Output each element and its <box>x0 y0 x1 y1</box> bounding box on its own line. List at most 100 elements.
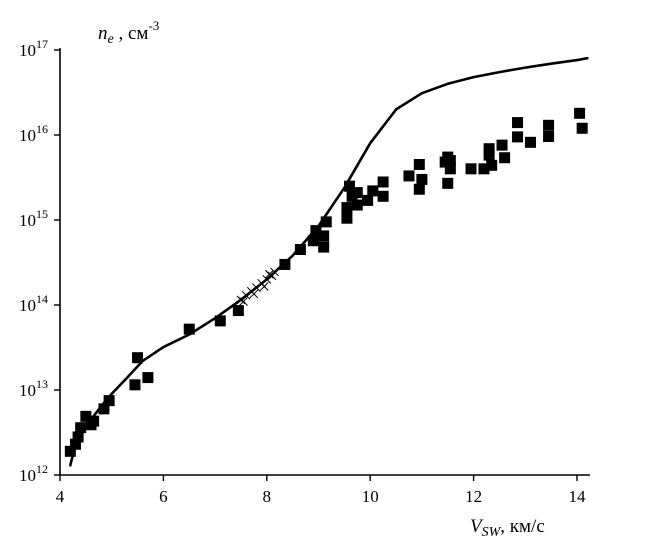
square-point <box>543 131 555 143</box>
model-curve-group <box>69 56 589 467</box>
y-tick-label-exp: 17 <box>36 37 48 51</box>
square-point <box>129 379 141 391</box>
square-point <box>403 170 415 182</box>
square-point <box>70 438 82 450</box>
square-point <box>320 216 332 228</box>
square-point <box>478 163 490 175</box>
y-axis-title-exp: -3 <box>148 18 159 33</box>
y-tick-label: 1016 <box>19 122 48 145</box>
x-ticks: 4 6 8 10 12 14 <box>56 475 586 506</box>
y-axis-title-unit: , см <box>114 23 149 44</box>
square-point <box>351 187 363 199</box>
square-point <box>310 225 322 237</box>
square-point <box>377 190 389 202</box>
square-point <box>351 199 363 211</box>
square-point <box>362 194 374 206</box>
cross-points-group <box>236 267 279 306</box>
y-axis-title: ne , см-3 <box>98 18 159 47</box>
x-tick-label: 8 <box>263 487 272 506</box>
x-tick-label: 4 <box>56 487 65 506</box>
x-tick-label: 14 <box>569 487 587 506</box>
square-point <box>214 315 226 327</box>
y-tick-label: 1015 <box>19 207 48 230</box>
square-point <box>279 258 291 270</box>
square-point <box>341 202 353 214</box>
square-point <box>341 212 353 224</box>
y-tick-label-exp: 14 <box>36 292 48 306</box>
square-point <box>88 415 100 427</box>
square-point <box>367 185 379 197</box>
square-point <box>75 422 87 434</box>
square-point <box>524 136 536 148</box>
cross-point <box>265 269 274 279</box>
square-point <box>465 163 477 175</box>
cross-point <box>239 297 248 306</box>
cross-point <box>249 289 259 299</box>
square-point <box>80 410 92 422</box>
square-point <box>294 243 306 255</box>
y-tick-label-base: 10 <box>19 41 36 60</box>
y-tick-label: 1017 <box>19 37 48 60</box>
y-tick-label-exp: 15 <box>36 207 48 221</box>
y-tick-label-exp: 16 <box>36 122 48 136</box>
y-tick-label-base: 10 <box>19 126 36 145</box>
y-tick-label-base: 10 <box>19 211 36 230</box>
x-axis-title-main: V <box>470 516 484 537</box>
x-axis-title: VSW, км/с <box>470 516 545 540</box>
square-point <box>344 180 356 192</box>
square-point <box>183 323 195 335</box>
square-point <box>512 131 524 143</box>
x-axis-title-unit: , км/с <box>500 516 544 537</box>
square-point <box>444 163 456 175</box>
cross-point <box>259 282 269 291</box>
y-axis-title-sub: e <box>108 32 114 47</box>
square-point <box>483 143 495 155</box>
cross-point <box>270 267 279 277</box>
y-tick-label-base: 10 <box>19 466 36 485</box>
x-tick-label: 12 <box>465 487 482 506</box>
y-tick-label: 1013 <box>19 377 48 400</box>
square-point <box>496 139 508 151</box>
square-point <box>72 431 84 443</box>
square-point <box>483 149 495 161</box>
cross-point <box>241 290 251 300</box>
square-point <box>444 155 456 167</box>
square-point <box>413 183 425 195</box>
x-tick-label: 10 <box>362 487 379 506</box>
square-point <box>142 372 154 384</box>
square-point <box>232 305 244 317</box>
x-axis-title-sub: SW <box>482 525 502 540</box>
axes <box>59 48 590 476</box>
square-point <box>132 352 144 364</box>
square-point <box>543 119 555 131</box>
square-point <box>486 159 498 171</box>
square-point <box>442 177 454 189</box>
square-point <box>512 117 524 129</box>
square-point <box>103 395 115 407</box>
square-point <box>413 158 425 170</box>
y-tick-label: 1014 <box>19 292 48 315</box>
y-tick-label: 1012 <box>19 462 48 485</box>
cross-point <box>262 275 272 284</box>
cross-point <box>252 283 261 293</box>
x-tick-label: 6 <box>159 487 168 506</box>
square-point <box>307 235 319 247</box>
cross-point <box>267 271 277 281</box>
square-point <box>64 445 76 457</box>
square-points-group <box>64 107 588 457</box>
square-point <box>574 107 586 119</box>
square-point <box>576 122 588 134</box>
y-tick-label-base: 10 <box>19 381 36 400</box>
y-axis-title-main: n <box>98 23 108 44</box>
square-point <box>416 173 428 185</box>
square-point <box>318 230 330 242</box>
square-point <box>98 403 110 415</box>
square-point <box>377 176 389 188</box>
y-tick-label-exp: 12 <box>36 462 48 476</box>
square-point <box>318 241 330 253</box>
square-point <box>499 152 511 164</box>
y-tick-label-base: 10 <box>19 296 36 315</box>
y-tick-label-exp: 13 <box>36 377 48 391</box>
